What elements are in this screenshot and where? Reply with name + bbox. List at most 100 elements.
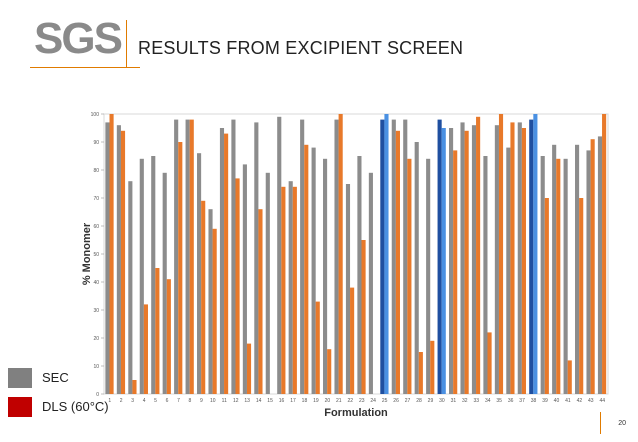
x-tick-label: 40	[554, 398, 560, 404]
dls-bar-2	[120, 130, 126, 395]
sec-bar-30	[437, 119, 442, 394]
y-tick-label: 60	[93, 224, 99, 230]
y-tick-label: 0	[96, 392, 99, 398]
dls-bar-4	[143, 304, 148, 394]
sec-bar-1	[105, 122, 110, 395]
slide-title: RESULTS FROM EXCIPIENT SCREEN	[138, 38, 464, 58]
dls-bar-41	[567, 360, 572, 394]
sec-bar-27	[403, 119, 408, 394]
dls-bar-25	[384, 114, 389, 394]
x-tick-label: 36	[508, 398, 514, 404]
dls-bar-43	[590, 139, 595, 394]
sec-bar-8	[185, 119, 190, 394]
dls-bar-33	[476, 116, 481, 395]
sec-bar-14	[254, 122, 259, 395]
x-tick-label: 15	[267, 398, 273, 404]
dls-bar-30	[441, 128, 446, 394]
dls-bar-23	[361, 240, 366, 394]
dls-bar-38	[533, 114, 538, 394]
x-tick-label: 2	[120, 398, 123, 404]
dls-bar-39	[544, 198, 549, 394]
dls-bar-31	[453, 150, 458, 394]
x-tick-label: 21	[336, 398, 342, 404]
dls-bar-20	[327, 349, 332, 394]
sec-bar-17	[288, 181, 293, 394]
x-tick-label: 1	[108, 398, 111, 404]
dls-bar-5	[155, 268, 160, 394]
dls-bar-7	[178, 142, 183, 394]
dls-bar-18	[304, 144, 309, 394]
dls-bar-40	[556, 158, 561, 394]
sec-bar-22	[345, 184, 351, 394]
x-tick-label: 34	[485, 398, 491, 404]
dls-bar-16	[281, 186, 286, 394]
sec-bar-10	[208, 209, 213, 394]
x-tick-label: 19	[313, 398, 319, 404]
sec-bar-29	[426, 158, 431, 394]
x-tick-label: 17	[290, 398, 296, 404]
y-axis-title: % Monomer	[81, 222, 93, 285]
dls-bar-42	[579, 198, 584, 394]
logo-text: SGS	[34, 14, 123, 63]
sec-bar-18	[300, 119, 305, 394]
sec-bar-19	[311, 147, 316, 394]
x-tick-label: 24	[370, 398, 376, 404]
x-tick-label: 27	[405, 398, 411, 404]
y-tick-label: 90	[93, 140, 99, 146]
x-tick-label: 43	[588, 398, 594, 404]
x-tick-label: 32	[462, 398, 468, 404]
x-tick-label: 5	[154, 398, 157, 404]
x-tick-label: 7	[177, 398, 180, 404]
sec-bar-38	[529, 119, 534, 394]
dls-bar-44	[602, 114, 607, 394]
sec-bar-5	[151, 156, 156, 394]
sec-bar-40	[552, 144, 557, 394]
dls-bar-9	[201, 200, 206, 394]
x-tick-label: 20	[325, 398, 331, 404]
logo-divider-vertical	[126, 20, 127, 68]
x-tick-label: 18	[302, 398, 308, 404]
sec-bar-6	[162, 172, 167, 394]
x-tick-label: 10	[210, 398, 216, 404]
sec-bar-42	[575, 144, 580, 394]
sec-bar-36	[506, 147, 511, 394]
x-tick-label: 22	[347, 398, 353, 404]
x-tick-label: 30	[439, 398, 445, 404]
legend-label-sec: SEC	[42, 370, 69, 385]
dls-bar-34	[487, 332, 492, 394]
y-tick-label: 100	[91, 112, 100, 118]
sec-bar-13	[242, 164, 247, 394]
x-tick-label: 35	[496, 398, 502, 404]
dls-bar-14	[258, 209, 263, 394]
dls-bar-17	[292, 186, 297, 394]
sec-bar-37	[517, 122, 522, 395]
sec-bar-11	[219, 128, 225, 394]
sec-bar-32	[460, 122, 465, 395]
x-tick-label: 9	[200, 398, 203, 404]
x-tick-label: 29	[428, 398, 434, 404]
logo-divider-horizontal	[30, 67, 140, 68]
dls-bar-28	[418, 352, 423, 394]
dls-bar-13	[246, 343, 252, 394]
sec-bar-39	[540, 156, 545, 394]
dls-bar-6	[166, 279, 171, 394]
dls-bar-37	[521, 128, 526, 394]
sec-bar-24	[368, 172, 373, 394]
page-number-divider	[600, 412, 601, 434]
sec-bar-20	[323, 158, 328, 394]
x-tick-label: 39	[542, 398, 548, 404]
dls-bar-3	[132, 380, 137, 394]
x-tick-label: 11	[222, 398, 227, 404]
sec-bar-25	[380, 119, 385, 394]
legend-swatch-dls	[8, 397, 32, 417]
y-tick-label: 70	[93, 196, 99, 202]
x-tick-label: 6	[166, 398, 169, 404]
x-tick-label: 37	[519, 398, 525, 404]
dls-bar-11	[224, 133, 229, 394]
x-tick-label: 8	[189, 398, 192, 404]
dls-bar-26	[395, 130, 400, 395]
sec-bar-41	[563, 158, 568, 394]
dls-bar-27	[407, 158, 412, 394]
sec-bar-23	[357, 156, 362, 394]
sec-bar-2	[116, 125, 121, 394]
